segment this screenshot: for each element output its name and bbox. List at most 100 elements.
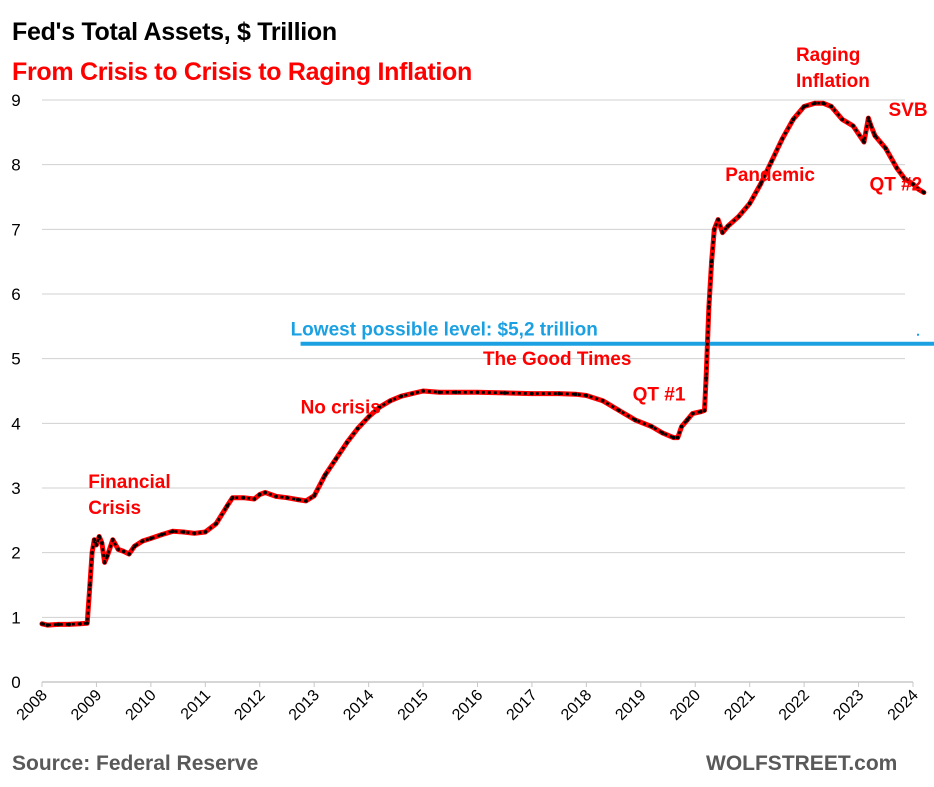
data-point [110, 537, 115, 542]
data-point [530, 391, 534, 396]
data-point [802, 104, 806, 109]
data-point [181, 530, 186, 534]
annotation-label: QT #2 [869, 175, 922, 196]
y-tick-label: 6 [11, 285, 20, 304]
data-point [127, 552, 131, 556]
data-point [116, 547, 121, 552]
data-point [712, 227, 717, 232]
data-point [312, 493, 316, 498]
data-point [737, 214, 741, 219]
data-point [90, 550, 94, 555]
y-tick-label: 2 [11, 544, 20, 563]
chart-subtitle: From Crisis to Crisis to Raging Inflatio… [12, 58, 472, 86]
data-point [170, 529, 175, 534]
data-point [334, 457, 338, 461]
data-point [263, 490, 267, 495]
data-point [617, 408, 621, 413]
data-point [720, 230, 725, 235]
data-point [399, 394, 404, 398]
x-tick-label: 2019 [612, 687, 649, 724]
data-point [649, 424, 654, 429]
data-point [132, 544, 137, 548]
data-point [557, 391, 561, 396]
chart-title: Fed's Total Assets, $ Trillion [12, 18, 337, 46]
data-point [88, 583, 92, 587]
data-point [257, 492, 262, 497]
data-point [475, 390, 480, 395]
x-tick-label: 2011 [178, 687, 214, 723]
gridlines [42, 99, 905, 618]
y-tick-label: 7 [11, 220, 20, 239]
data-point [726, 224, 730, 228]
data-point [916, 187, 921, 192]
data-point [94, 543, 99, 547]
y-tick-label: 4 [11, 414, 20, 433]
x-tick-label: 2020 [667, 687, 704, 724]
data-point [769, 159, 774, 164]
y-tick-label: 5 [11, 350, 20, 369]
data-point [903, 177, 907, 181]
data-point [573, 392, 578, 397]
data-point [813, 101, 817, 106]
data-point [633, 418, 638, 422]
y-tick-label: 9 [11, 91, 20, 110]
data-point [225, 504, 229, 508]
y-tick-label: 8 [11, 156, 20, 175]
y-tick-label: 0 [11, 673, 20, 692]
data-point [702, 408, 707, 413]
x-tick-label: 2016 [449, 687, 486, 724]
data-point [92, 537, 97, 542]
data-point [780, 137, 785, 141]
annotation-label: Financial [88, 472, 170, 493]
data-point [868, 122, 873, 127]
annotation-label: The Good Times [483, 349, 632, 370]
annotation-label: Crisis [88, 498, 141, 519]
data-point [747, 201, 752, 206]
data-point [421, 389, 425, 393]
data-point [911, 182, 915, 186]
series-group [39, 100, 927, 628]
data-point [296, 497, 300, 502]
data-point [102, 560, 107, 565]
data-point [105, 554, 110, 558]
data-point [304, 499, 308, 503]
data-point [355, 426, 360, 431]
data-point [821, 101, 825, 106]
data-point [140, 539, 145, 543]
data-point [707, 305, 711, 309]
x-tick-label: 2013 [286, 687, 323, 724]
data-point [873, 133, 877, 138]
data-point [252, 497, 257, 501]
x-axis: 2008 2009 2010 2011 2012 2013 2014 2015 2016 2017… [14, 681, 922, 724]
x-tick-label: 2015 [395, 687, 432, 724]
data-point [758, 182, 763, 186]
data-point [285, 495, 289, 500]
data-point [676, 435, 680, 440]
x-tick-label: 2008 [14, 687, 51, 724]
data-point [410, 391, 414, 396]
annotation-label: QT #1 [633, 385, 686, 406]
reference-line-label: Lowest possible level: $5,2 trillion [291, 320, 598, 341]
data-point [56, 622, 61, 627]
data-point [149, 536, 153, 541]
data-point [323, 473, 327, 477]
brand-label: WOLFSTREET.com [706, 752, 898, 775]
x-tick-label: 2018 [558, 687, 595, 724]
data-point [922, 190, 926, 195]
data-point [366, 415, 371, 419]
data-point [121, 549, 126, 554]
data-point [230, 495, 235, 500]
data-point [866, 116, 871, 120]
data-point [388, 398, 393, 403]
data-point [85, 621, 89, 625]
data-point [709, 259, 714, 264]
annotation-label: Inflation [796, 71, 870, 92]
data-point [883, 146, 888, 151]
x-tick-label: 2017 [504, 687, 541, 724]
x-tick-label: 2009 [68, 687, 105, 724]
data-point [600, 398, 605, 403]
x-tick-label: 2010 [123, 687, 160, 724]
y-tick-label: 1 [11, 608, 20, 627]
annotation-label: Raging [796, 45, 860, 66]
